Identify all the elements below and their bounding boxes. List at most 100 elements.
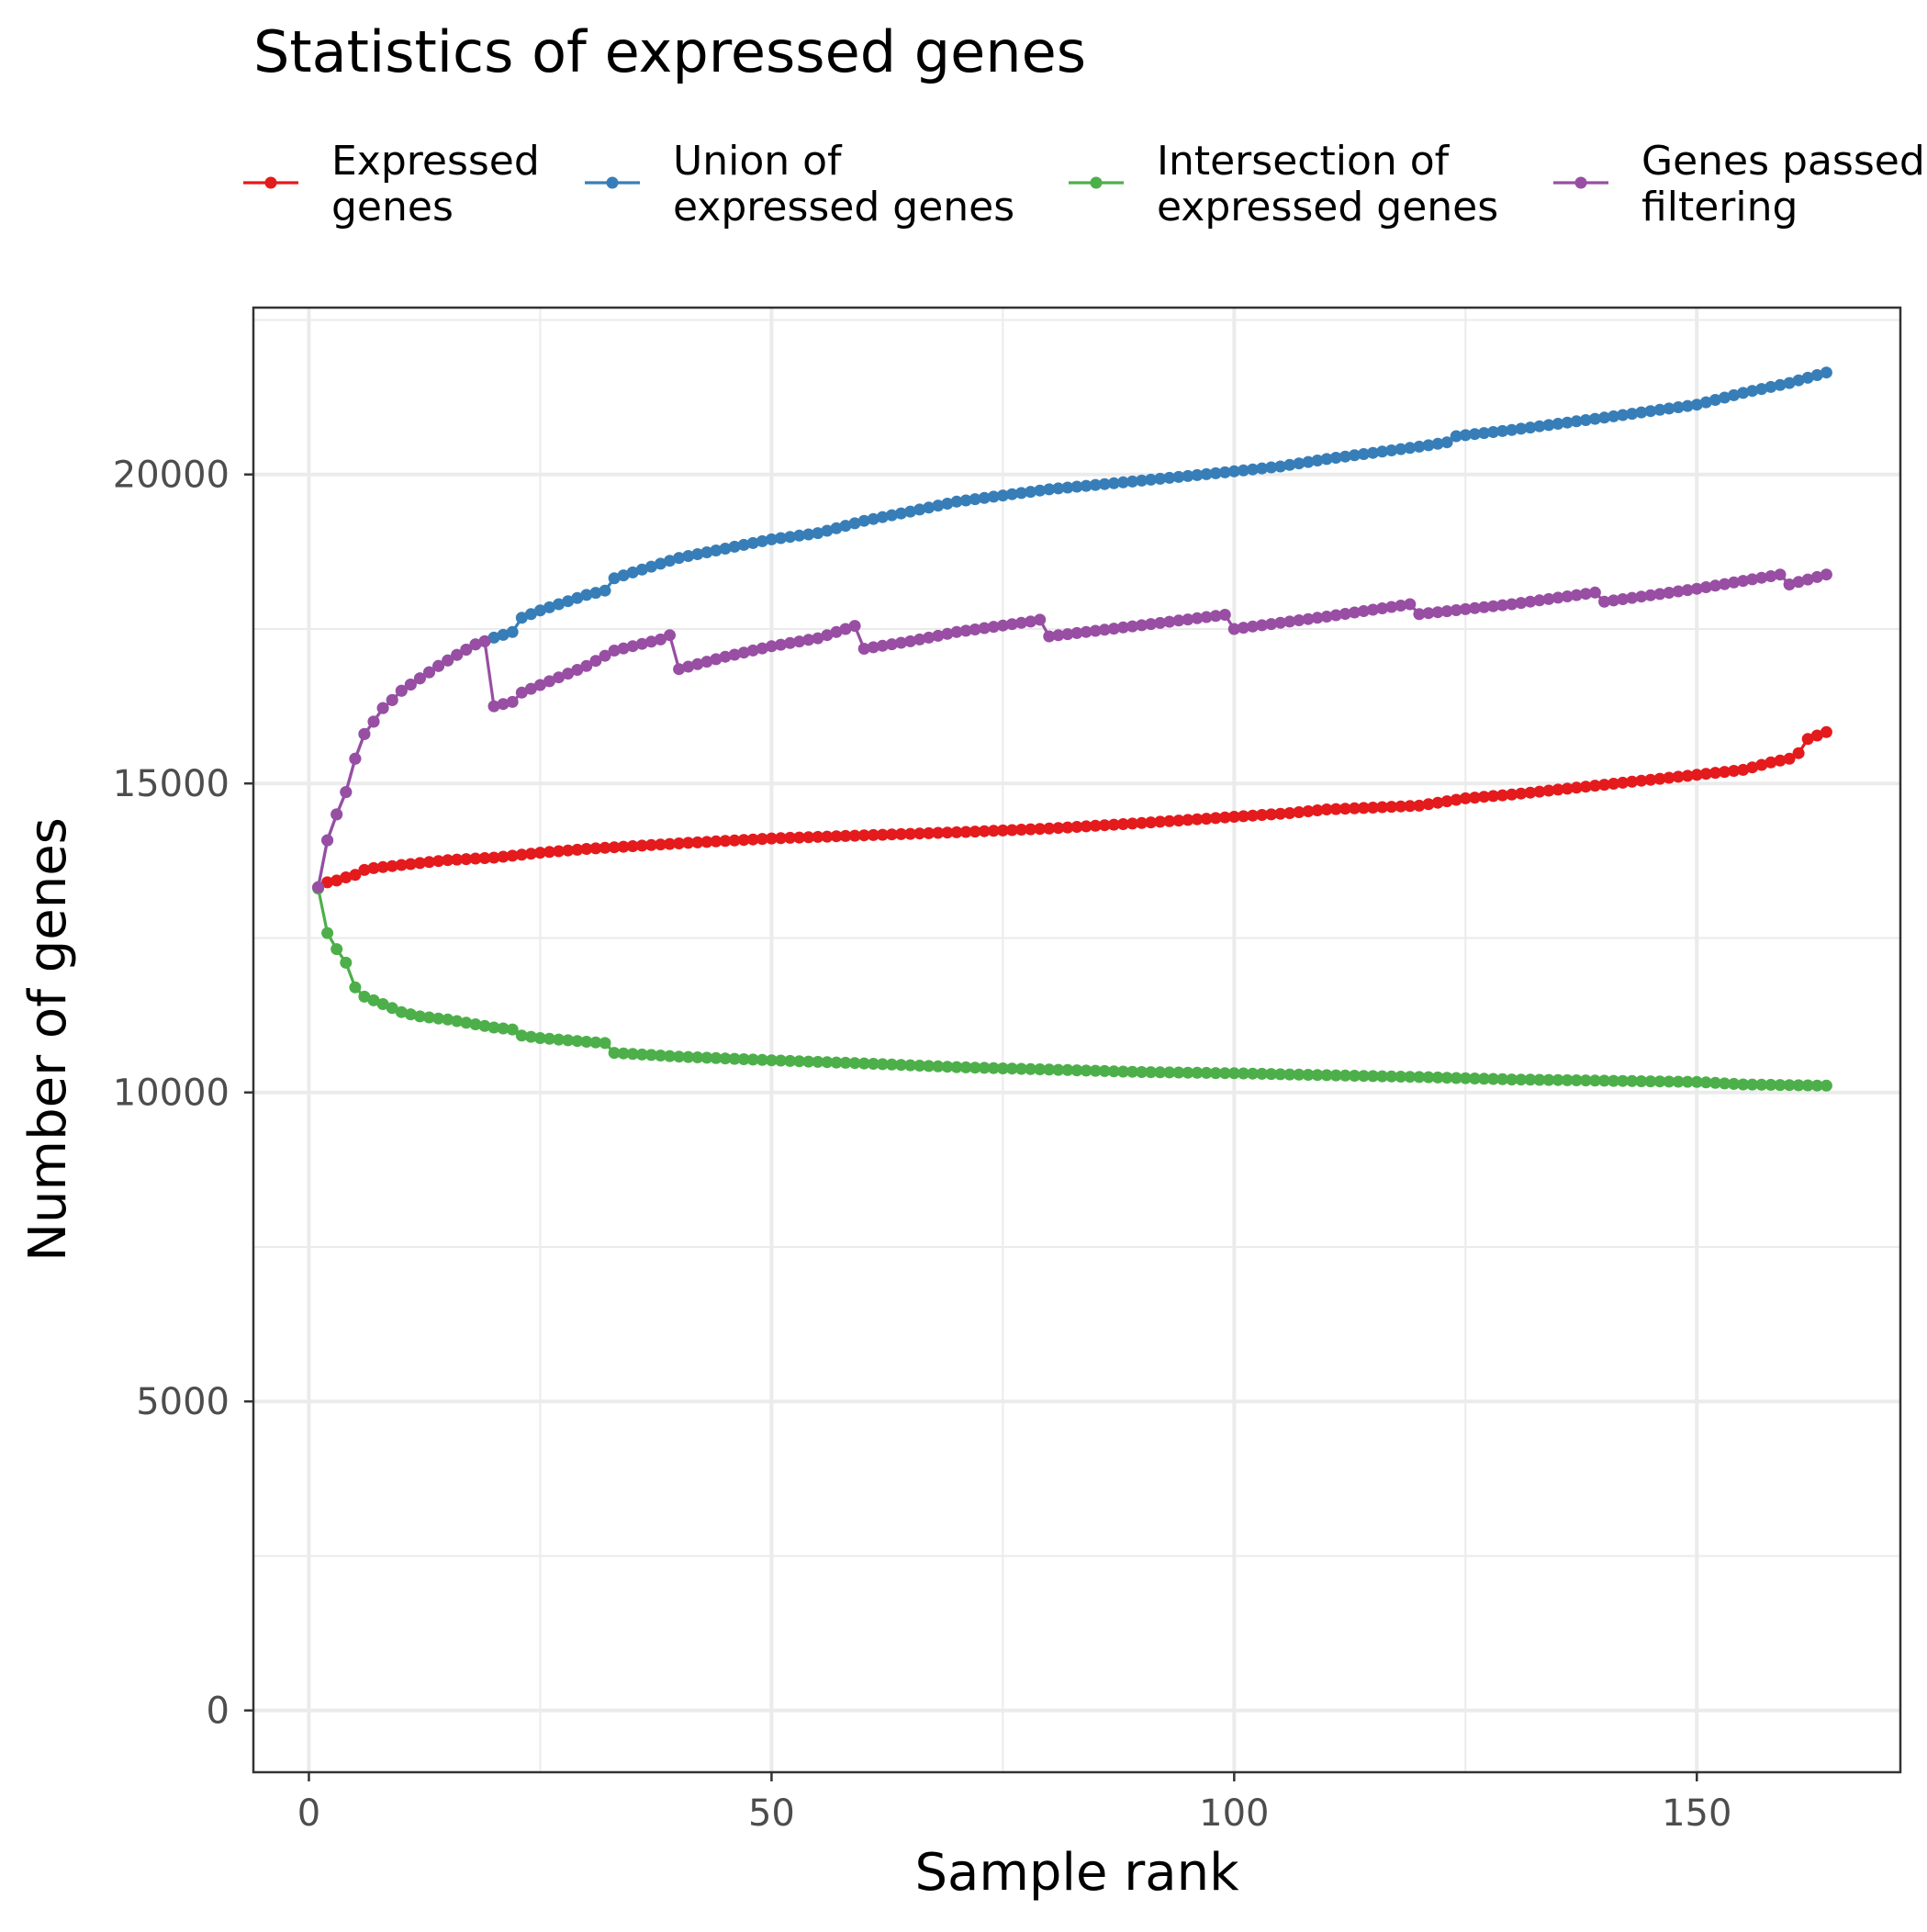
data-point xyxy=(1792,747,1805,759)
data-point xyxy=(793,831,806,844)
data-point xyxy=(1810,1079,1823,1092)
data-point xyxy=(1487,1073,1499,1085)
data-point xyxy=(524,682,537,695)
data-point xyxy=(1247,620,1259,633)
data-point xyxy=(969,493,981,506)
data-point xyxy=(1034,823,1047,836)
data-point xyxy=(904,635,917,647)
data-point xyxy=(487,1021,500,1034)
data-point xyxy=(1209,812,1222,825)
series-1 xyxy=(312,725,1832,893)
legend-item: Genes passed filtering xyxy=(1553,138,1925,230)
data-point xyxy=(876,639,889,652)
data-point xyxy=(1191,1066,1204,1079)
data-point xyxy=(1034,1063,1047,1075)
data-point xyxy=(1422,439,1435,452)
data-point xyxy=(784,531,797,544)
data-point xyxy=(1561,1073,1574,1086)
data-point xyxy=(478,1019,491,1032)
data-point xyxy=(460,644,473,656)
data-point xyxy=(1820,1079,1832,1092)
data-point xyxy=(867,641,879,654)
data-point xyxy=(710,545,723,556)
data-point xyxy=(608,645,621,657)
data-point xyxy=(1385,801,1398,814)
data-point xyxy=(1478,427,1490,440)
data-point xyxy=(1283,458,1296,471)
data-point xyxy=(340,871,353,883)
series-4 xyxy=(312,568,1832,893)
data-point xyxy=(1357,802,1370,814)
data-point xyxy=(1116,818,1129,830)
data-point xyxy=(821,524,834,537)
data-point xyxy=(1136,816,1148,829)
data-point xyxy=(1728,765,1741,777)
data-point xyxy=(1302,805,1315,817)
data-point xyxy=(691,1051,704,1063)
data-point xyxy=(1468,792,1481,804)
data-point xyxy=(1801,733,1814,746)
data-point xyxy=(1617,1074,1630,1087)
data-point xyxy=(1293,457,1305,470)
data-point xyxy=(1783,376,1796,389)
data-point xyxy=(1227,623,1240,635)
data-point xyxy=(1126,1065,1138,1078)
data-point xyxy=(1357,605,1370,617)
data-point xyxy=(1293,806,1305,818)
data-point xyxy=(1542,1073,1555,1086)
data-point xyxy=(1617,409,1630,421)
data-point xyxy=(839,1056,852,1069)
data-point xyxy=(1385,1070,1398,1083)
data-point xyxy=(682,837,695,849)
data-point xyxy=(867,1058,879,1070)
data-point xyxy=(1367,446,1379,459)
data-point xyxy=(1690,582,1703,595)
data-point xyxy=(941,627,954,640)
data-point xyxy=(1820,568,1832,581)
data-point xyxy=(497,698,510,711)
data-point xyxy=(331,808,343,821)
data-point xyxy=(895,636,907,649)
data-point xyxy=(395,859,408,871)
data-point xyxy=(793,529,806,542)
data-point xyxy=(349,752,362,765)
data-point xyxy=(867,512,879,525)
data-point xyxy=(802,634,815,646)
data-point xyxy=(404,858,417,871)
data-point xyxy=(506,625,519,638)
legend-key-point xyxy=(1574,176,1587,189)
data-point xyxy=(432,855,445,868)
data-point xyxy=(589,842,602,855)
data-point xyxy=(571,591,584,604)
data-point xyxy=(1608,410,1620,422)
data-point xyxy=(1311,455,1324,466)
data-point xyxy=(1080,820,1092,833)
data-point xyxy=(635,563,648,576)
data-point xyxy=(1274,807,1287,820)
data-point xyxy=(312,881,325,893)
data-point xyxy=(1728,1077,1741,1090)
data-point xyxy=(857,1057,870,1070)
data-point xyxy=(1755,383,1768,396)
data-point xyxy=(1191,468,1204,481)
data-point xyxy=(756,833,768,846)
data-point xyxy=(1107,818,1120,831)
data-point xyxy=(1506,598,1518,611)
data-point xyxy=(737,1053,750,1065)
data-point xyxy=(644,838,657,851)
data-point xyxy=(1265,1068,1278,1081)
data-point xyxy=(404,1008,417,1021)
data-point xyxy=(367,861,380,874)
data-point xyxy=(1487,790,1499,803)
data-point xyxy=(1015,616,1027,629)
data-point xyxy=(442,1013,454,1026)
data-point xyxy=(728,648,741,661)
data-point xyxy=(682,550,695,562)
data-point xyxy=(1052,629,1065,642)
data-point xyxy=(487,631,500,644)
data-point xyxy=(1746,573,1759,586)
data-point xyxy=(1265,808,1278,821)
data-point xyxy=(580,659,593,672)
data-point xyxy=(1774,1079,1787,1092)
